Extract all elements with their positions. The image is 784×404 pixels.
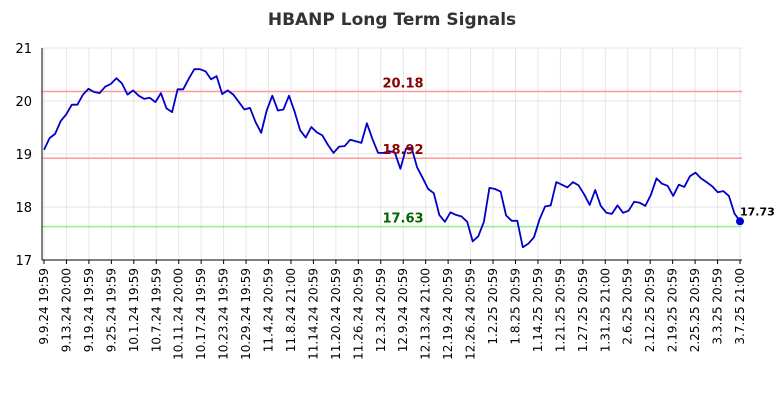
price-series: [43, 68, 744, 249]
y-tick-label: 18: [15, 201, 32, 216]
x-tick-label: 10.23.24 19:59: [217, 268, 231, 360]
level-label-lower: 17.63: [382, 212, 423, 227]
x-tick-label: 1.21.25 20:59: [553, 268, 567, 352]
y-tick-label: 17: [15, 254, 32, 269]
signal-levels: [42, 90, 742, 228]
x-tick-label: 3.3.25 20:59: [711, 268, 725, 345]
x-tick-label: 12.3.24 20:59: [374, 268, 388, 352]
x-tick-label: 11.26.24 20:59: [351, 268, 365, 360]
x-tick-label: 1.2.25 20:59: [486, 268, 500, 345]
price-line: [43, 68, 741, 249]
x-tick-label: 10.1.24 19:59: [127, 268, 141, 352]
x-tick-label: 10.29.24 19:59: [239, 268, 253, 360]
y-tick-label: 19: [15, 148, 32, 163]
x-tick-label: 2.25.25 20:59: [688, 268, 702, 352]
x-tick-label: 3.7.25 21:00: [733, 268, 747, 345]
y-tick-label: 20: [15, 95, 32, 110]
x-tick-label: 1.8.25 20:59: [508, 268, 522, 345]
x-tick-label: 2.12.25 20:59: [643, 268, 657, 352]
x-tick-label: 11.4.24 20:59: [262, 268, 276, 352]
x-tick-label: 1.31.25 21:00: [598, 268, 612, 352]
x-tick-label: 2.19.25 20:59: [666, 268, 680, 352]
x-tick-label: 12.13.24 21:00: [419, 268, 433, 360]
level-label-upper: 20.18: [382, 76, 423, 91]
x-tick-label: 9.19.24 19:59: [82, 268, 96, 352]
x-tick-label: 11.20.24 20:59: [329, 268, 343, 360]
x-tick-label: 9.9.24 19:59: [37, 268, 51, 345]
x-tick-label: 9.25.24 19:59: [104, 268, 118, 352]
y-tick-label: 21: [15, 42, 32, 57]
grid: [42, 47, 742, 261]
x-tick-label: 2.6.25 20:59: [621, 268, 635, 345]
axes: 17 18 19 20 21 9.9.24 19:59 9.13.24 20:00 9.19.…: [15, 42, 747, 360]
x-tick-label: 1.14.25 20:59: [531, 268, 545, 352]
x-tick-label: 11.8.24 21:00: [284, 268, 298, 352]
level-label-middle: 18.92: [382, 143, 423, 158]
x-tick-label: 12.9.24 20:59: [396, 268, 410, 352]
x-tick-label: 11.14.24 20:59: [306, 268, 320, 360]
x-tick-label: 10.7.24 19:59: [149, 268, 163, 352]
x-tick-label: 12.19.24 20:59: [441, 268, 455, 360]
x-tick-label: 10.11.24 20:00: [172, 268, 186, 360]
x-tick-label: 9.13.24 20:00: [59, 268, 73, 352]
annotations: 20.18 18.92 17.63 17.73: [382, 76, 774, 226]
x-tick-label: 10.17.24 19:59: [194, 268, 208, 360]
x-tick-label: 12.26.24 20:59: [464, 268, 478, 360]
x-tick-label: 1.27.25 20:59: [576, 268, 590, 352]
last-point-marker: [736, 217, 744, 226]
last-value-label: 17.73: [740, 205, 775, 218]
chart-title: HBANP Long Term Signals: [268, 10, 516, 30]
